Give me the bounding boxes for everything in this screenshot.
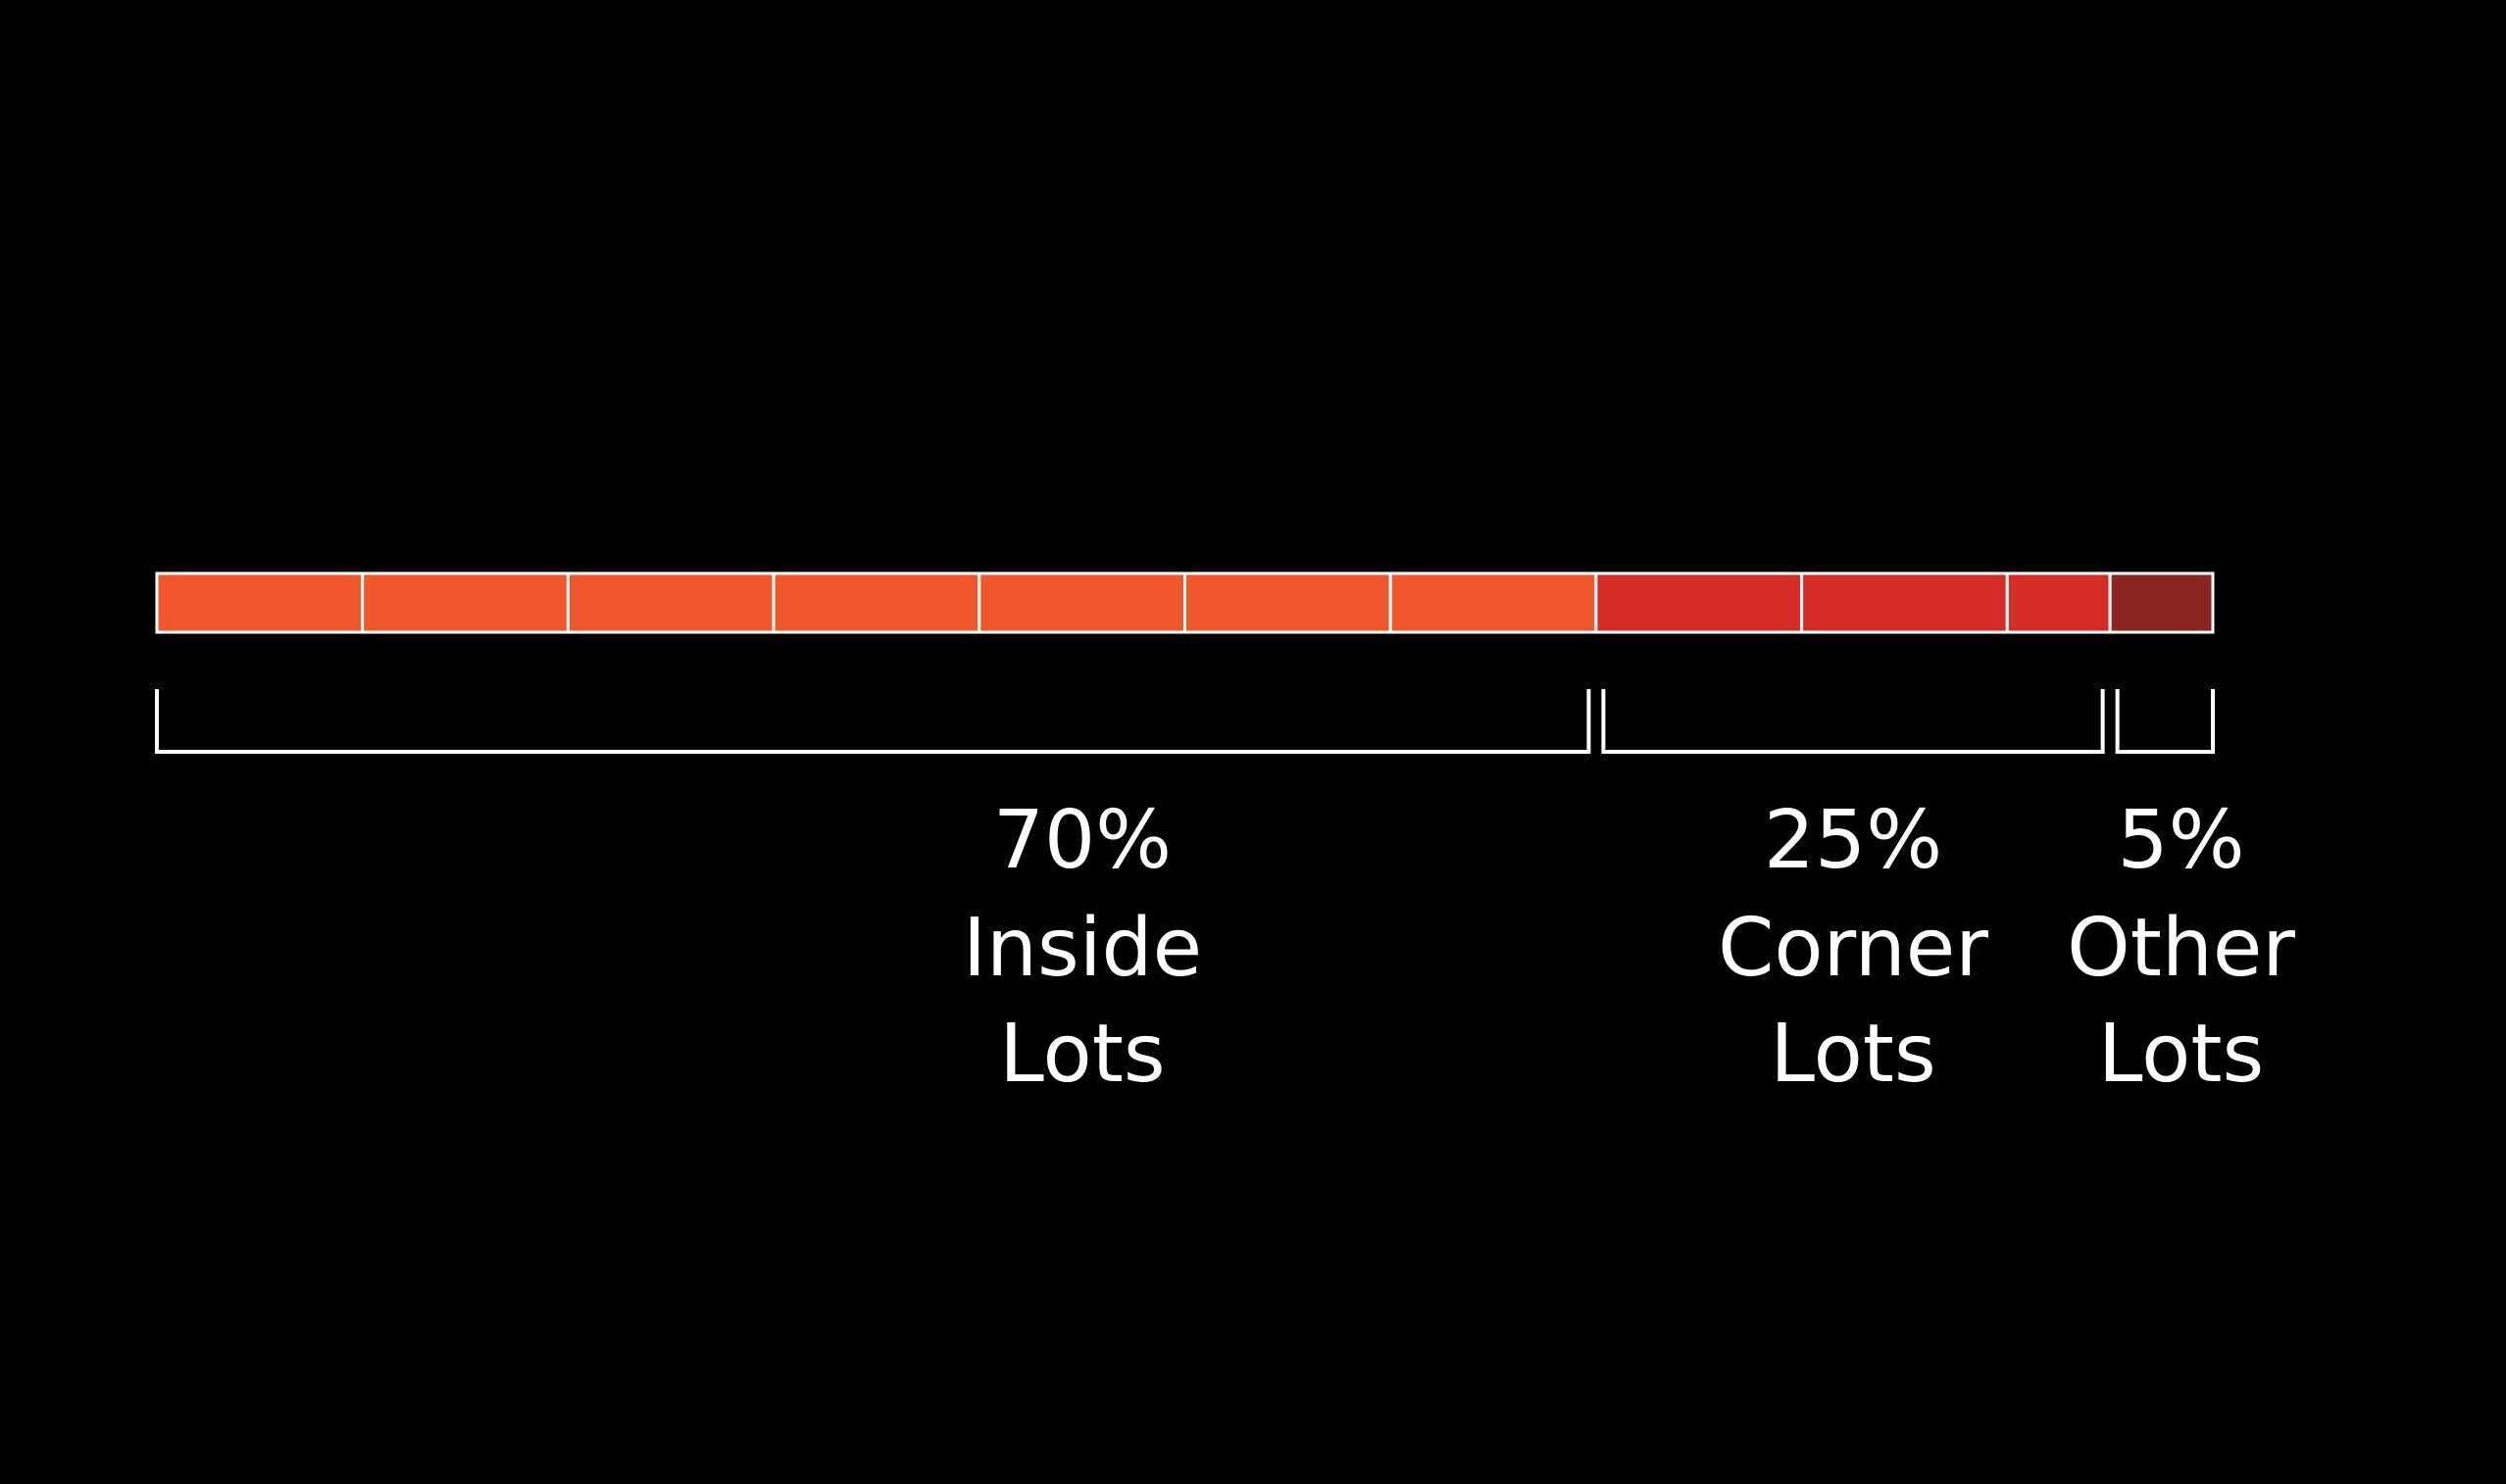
label-corner-lots-line2: Lots <box>1770 1008 1935 1101</box>
bar-block-inside-lots-6 <box>1183 571 1392 634</box>
bar-block-inside-lots-5 <box>977 571 1186 634</box>
label-inside-lots-percent: 70% <box>993 794 1172 887</box>
bracket-layer <box>155 689 2215 754</box>
bar-block-corner-lots-2 <box>1800 571 2009 634</box>
label-inside-lots-line2: Lots <box>999 1008 1165 1101</box>
bar-block-other-lots-1 <box>2108 571 2215 634</box>
bar-block-inside-lots-3 <box>566 571 776 634</box>
bracket-other-lots <box>2115 689 2215 754</box>
bracket-inside-lots <box>155 689 1591 754</box>
bar-block-corner-lots-3 <box>2005 571 2112 634</box>
label-corner-lots-line1: Corner <box>1718 902 1988 995</box>
label-other-lots-percent: 5% <box>2118 794 2245 887</box>
bar-block-inside-lots-4 <box>772 571 981 634</box>
bar-block-corner-lots-1 <box>1594 571 1804 634</box>
label-inside-lots-line1: Inside <box>963 902 1202 995</box>
label-other-lots-line1: Other <box>2067 902 2295 995</box>
bar-block-inside-lots-7 <box>1388 571 1598 634</box>
label-layer: 70% Inside Lots 25% Corner Lots 5% Other Lots <box>963 794 2295 1101</box>
bracket-corner-lots <box>1601 689 2105 754</box>
bar-block-inside-lots-1 <box>155 571 365 634</box>
label-corner-lots-percent: 25% <box>1764 794 1942 887</box>
label-other-lots-line2: Lots <box>2098 1008 2264 1101</box>
bar-layer <box>155 571 2215 634</box>
bar-block-inside-lots-2 <box>361 571 570 634</box>
